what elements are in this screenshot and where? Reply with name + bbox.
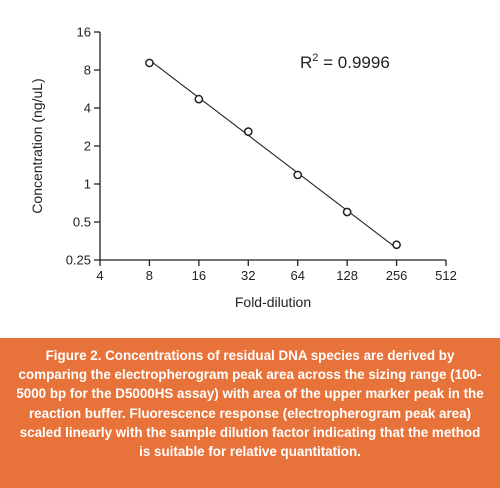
data-point	[145, 58, 154, 68]
fit-line	[149, 59, 397, 249]
r-squared-superscript: 2	[312, 52, 318, 64]
data-points	[145, 58, 401, 250]
y-tick-label: 8	[84, 63, 91, 78]
chart: 4 8 16 32 64 128 256 512 0.25 0.5 1 2 4 8 16 Concentra…	[29, 25, 457, 311]
x-tick-label: 256	[386, 268, 408, 283]
data-point	[342, 207, 352, 217]
r-squared-symbol: R	[300, 53, 312, 72]
x-tick-label: 128	[336, 268, 358, 283]
figure-caption: Figure 2. Concentrations of residual DNA…	[0, 338, 500, 488]
fit-line-group	[149, 59, 397, 249]
y-tick-label: 1	[84, 177, 91, 192]
data-point	[243, 127, 253, 136]
data-point	[293, 170, 303, 180]
x-axis-title: Fold-dilution	[235, 294, 311, 310]
y-tick-label: 2	[84, 139, 91, 154]
y-tick-label: 0.5	[73, 215, 91, 230]
x-tick-label: 512	[435, 268, 457, 283]
data-point	[392, 240, 401, 250]
y-tick-label: 4	[84, 101, 91, 116]
r-squared-value: = 0.9996	[318, 53, 389, 72]
x-tick-label: 4	[96, 268, 103, 283]
r-squared-annotation: R2 = 0.9996	[300, 52, 390, 72]
axes: 4 8 16 32 64 128 256 512 0.25 0.5 1 2 4 8 16	[66, 25, 457, 284]
y-axis-title: Concentration (ng/uL)	[29, 78, 45, 213]
x-tick-label: 8	[146, 268, 153, 283]
y-tick-label: 16	[77, 25, 91, 40]
y-tick-label: 0.25	[66, 253, 91, 268]
data-point	[194, 94, 204, 104]
x-tick-label: 32	[241, 268, 255, 283]
x-tick-label: 16	[192, 268, 206, 283]
x-tick-label: 64	[290, 268, 304, 283]
